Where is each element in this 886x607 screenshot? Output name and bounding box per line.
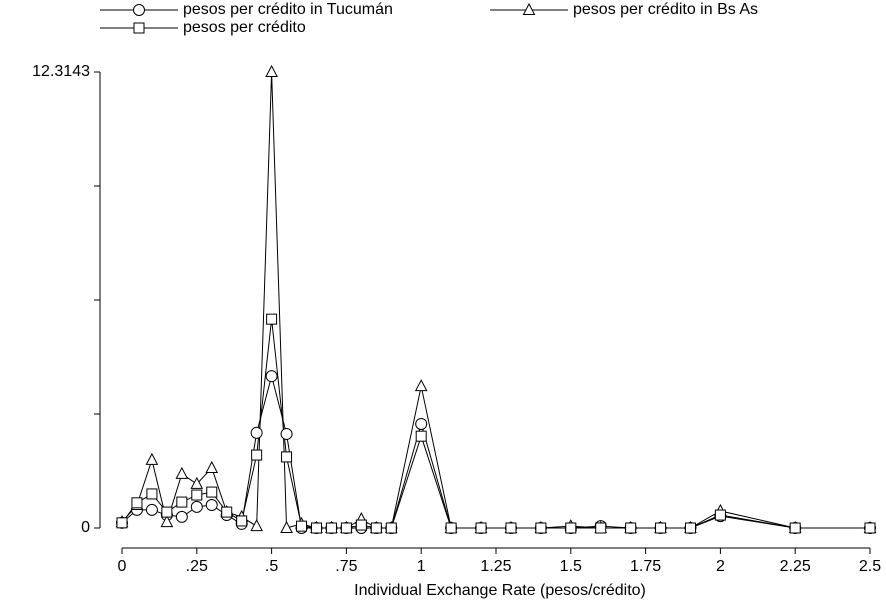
legend-item: pesos per crédito in Tucumán: [100, 1, 393, 18]
legend-item: pesos per crédito in Bs As: [490, 1, 758, 18]
marker: [505, 522, 517, 534]
x-tick-label: 1.25: [480, 558, 511, 575]
marker: [281, 451, 293, 463]
marker: [789, 522, 801, 534]
marker: [175, 510, 188, 523]
marker: [265, 370, 278, 383]
marker: [355, 519, 367, 531]
legend-label: pesos per crédito in Bs As: [573, 1, 758, 18]
x-axis-label: Individual Exchange Rate (pesos/crédito): [354, 582, 646, 599]
marker: [206, 486, 218, 498]
marker: [340, 522, 352, 534]
legend-marker: [133, 22, 145, 34]
x-tick-label: 1: [417, 558, 426, 575]
marker: [160, 514, 174, 528]
marker: [266, 313, 278, 325]
x-tick-label: 2.25: [780, 558, 811, 575]
marker: [385, 522, 397, 534]
legend-item: pesos per crédito: [100, 19, 306, 36]
marker: [296, 520, 308, 532]
y-tick-label: 0: [81, 519, 90, 536]
marker: [310, 522, 322, 534]
marker: [414, 379, 428, 392]
marker: [145, 503, 158, 516]
series-line: [121, 319, 870, 529]
x-tick-label: .25: [186, 558, 208, 575]
marker: [221, 506, 233, 518]
marker: [190, 500, 203, 513]
marker: [176, 496, 188, 508]
legend-label: pesos per crédito in Tucumán: [183, 1, 393, 18]
marker: [655, 522, 667, 534]
marker: [236, 515, 248, 527]
marker: [190, 476, 204, 489]
x-tick-label: 2.5: [859, 558, 881, 575]
marker: [175, 466, 189, 479]
marker: [864, 522, 876, 534]
marker: [205, 499, 218, 512]
marker: [251, 449, 263, 461]
legend-marker: [522, 2, 536, 15]
marker: [475, 522, 487, 534]
marker: [161, 506, 173, 518]
marker: [250, 519, 263, 532]
x-tick-label: .75: [335, 558, 357, 575]
marker: [565, 522, 577, 534]
marker: [535, 522, 547, 534]
legend-marker: [133, 4, 145, 16]
marker: [250, 426, 263, 439]
marker: [684, 522, 696, 534]
marker: [625, 522, 637, 534]
marker: [205, 460, 219, 474]
marker: [595, 522, 607, 534]
series-line: [121, 71, 870, 529]
marker: [325, 522, 337, 534]
x-tick-label: 1.75: [630, 558, 661, 575]
marker: [116, 517, 128, 529]
x-tick-label: 0: [118, 558, 127, 575]
marker: [370, 522, 382, 534]
x-tick-label: 2: [716, 558, 725, 575]
series-line: [121, 374, 870, 529]
x-tick-label: .5: [265, 558, 278, 575]
marker: [445, 522, 457, 534]
marker: [280, 520, 293, 533]
legend-label: pesos per crédito: [183, 19, 306, 36]
marker: [415, 417, 428, 430]
marker: [131, 497, 143, 509]
marker: [714, 509, 726, 521]
marker: [265, 64, 278, 77]
marker: [415, 430, 427, 442]
y-tick-label: 12.3143: [32, 63, 90, 80]
marker: [280, 427, 293, 440]
x-tick-label: 1.5: [560, 558, 582, 575]
marker: [146, 488, 158, 500]
marker: [145, 452, 159, 465]
marker: [191, 489, 203, 501]
